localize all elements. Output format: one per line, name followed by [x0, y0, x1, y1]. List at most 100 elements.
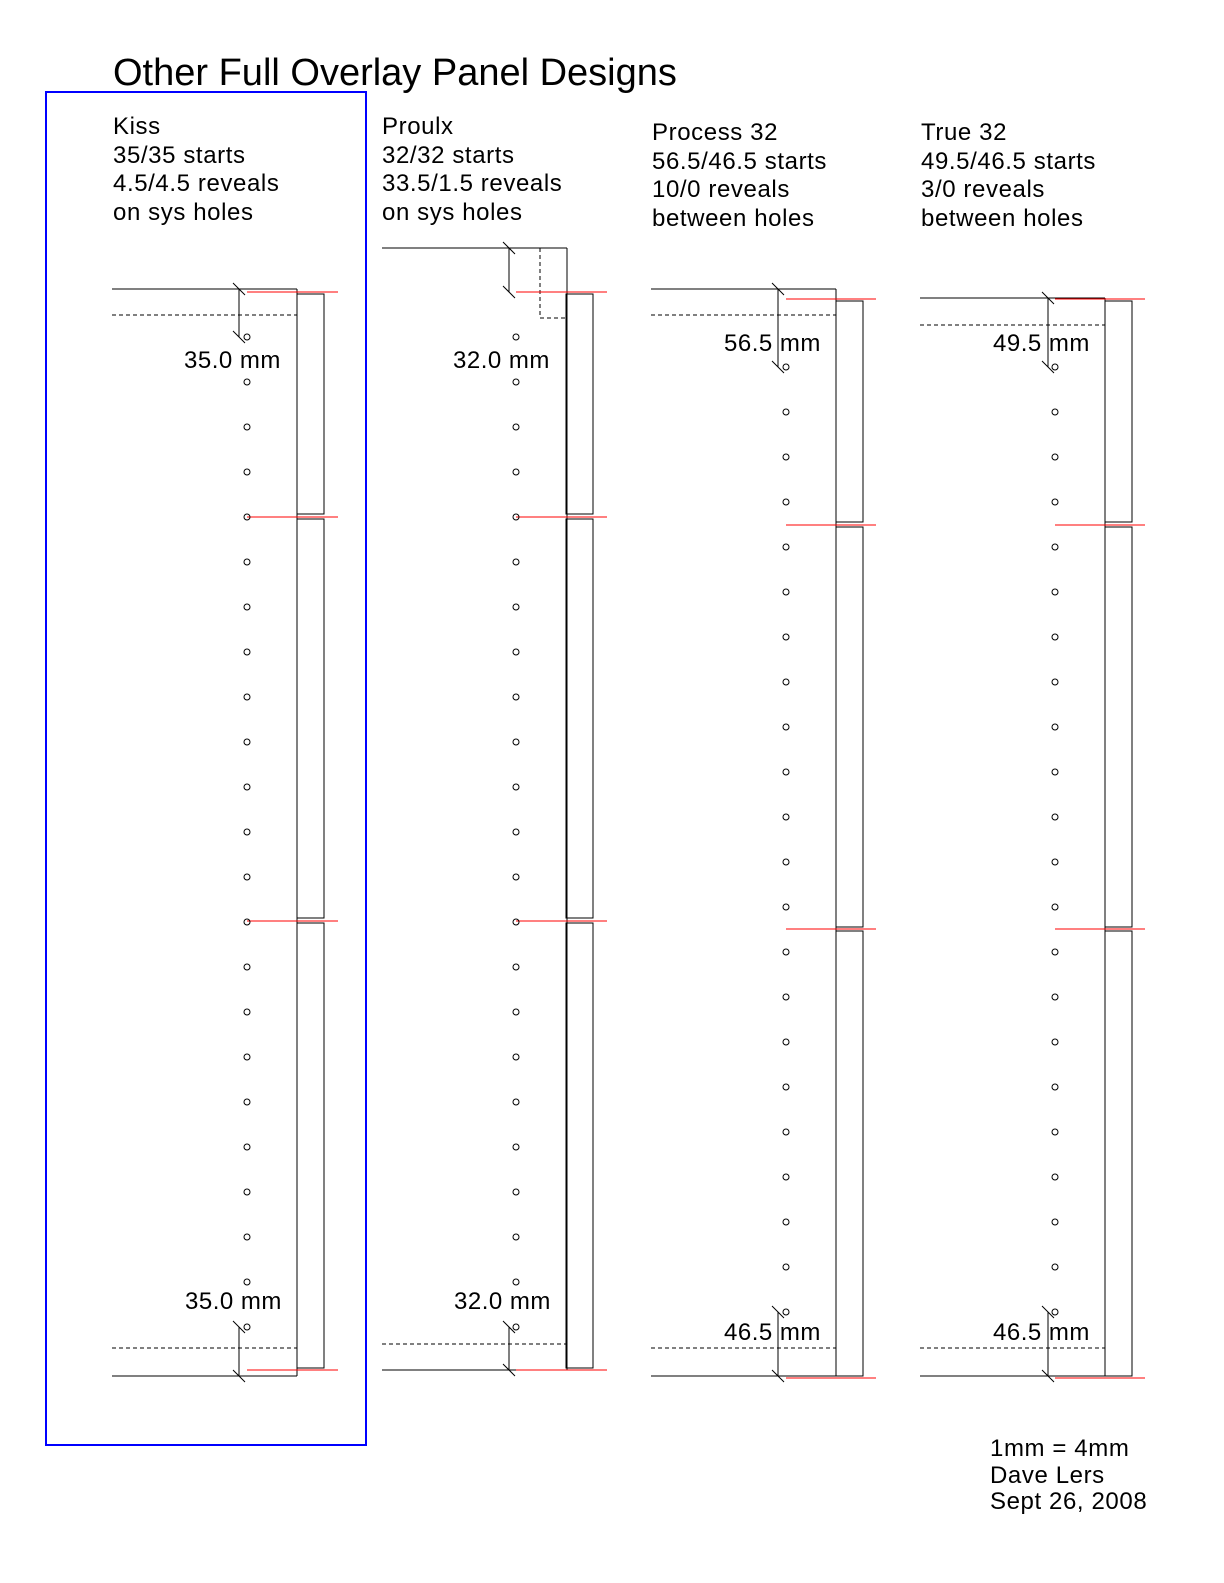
bottom-dimension-label-proulx: 32.0 mm: [454, 1288, 551, 1315]
top-dimension-label-true-32: 49.5 mm: [993, 330, 1090, 357]
design-starts: 56.5/46.5 starts: [652, 147, 828, 175]
system-hole: [512, 648, 520, 656]
design-hole-position: between holes: [921, 204, 1084, 232]
system-hole: [243, 1278, 251, 1286]
system-hole: [243, 1053, 251, 1061]
design-reveals: 4.5/4.5 reveals: [113, 170, 280, 197]
door-panel: [1104, 930, 1133, 1377]
design-header-kiss: Kiss 35/35 starts 4.5/4.5 reveals on sys…: [113, 113, 279, 227]
system-hole: [782, 948, 790, 956]
dimension-tick: [232, 330, 246, 344]
system-hole: [1051, 633, 1059, 641]
system-hole: [1051, 1083, 1059, 1091]
system-hole: [243, 693, 251, 701]
top-dimension-label-proulx: 32.0 mm: [453, 347, 550, 374]
system-hole: [243, 1233, 251, 1241]
design-name: Process 32: [652, 119, 779, 146]
system-hole: [243, 828, 251, 836]
dimension-tick: [1041, 360, 1055, 374]
system-hole: [1051, 1173, 1059, 1181]
system-hole: [243, 1098, 251, 1106]
door-panel: [1104, 300, 1133, 523]
design-header-proulx: Proulx 32/32 starts 33.5/1.5 reveals on …: [382, 113, 562, 227]
design-starts: 35/35 starts: [113, 141, 246, 169]
dimension-tick: [232, 282, 246, 296]
system-hole: [782, 1038, 790, 1046]
system-hole: [1051, 453, 1059, 461]
system-hole: [1051, 408, 1059, 416]
system-hole: [243, 468, 251, 476]
system-hole: [512, 738, 520, 746]
dimension-tick: [1041, 1369, 1055, 1383]
system-hole: [512, 513, 520, 521]
drawing-notes: 1mm = 4mm Dave Lers Sept 26, 2008: [990, 1435, 1148, 1516]
system-hole: [1051, 813, 1059, 821]
system-hole: [243, 648, 251, 656]
system-hole: [512, 1233, 520, 1241]
system-hole: [243, 423, 251, 431]
design-hole-position: between holes: [652, 204, 815, 232]
system-hole: [512, 1323, 520, 1331]
system-hole: [243, 558, 251, 566]
system-hole: [243, 333, 251, 341]
system-hole: [1051, 768, 1059, 776]
date-note: Sept 26, 2008: [990, 1488, 1148, 1515]
system-hole: [1051, 678, 1059, 686]
door-panel: [835, 300, 864, 523]
design-starts: 49.5/46.5 starts: [921, 147, 1097, 175]
selection-box-kiss[interactable]: [45, 91, 367, 1446]
system-hole: [782, 1173, 790, 1181]
system-hole: [512, 468, 520, 476]
design-hole-position: on sys holes: [382, 198, 523, 226]
door-panel: [296, 922, 325, 1369]
system-hole: [782, 1218, 790, 1226]
system-hole: [512, 1053, 520, 1061]
system-hole: [243, 1188, 251, 1196]
system-hole: [1051, 1218, 1059, 1226]
system-hole: [243, 513, 251, 521]
system-hole: [1051, 1263, 1059, 1271]
dimension-tick: [502, 1363, 516, 1377]
system-hole: [782, 723, 790, 731]
system-hole: [512, 963, 520, 971]
dimension-tick: [771, 360, 785, 374]
system-hole: [1051, 1128, 1059, 1136]
door-panel: [835, 930, 864, 1377]
system-hole: [1051, 858, 1059, 866]
system-hole: [782, 588, 790, 596]
system-hole: [782, 858, 790, 866]
system-hole: [243, 603, 251, 611]
system-hole: [512, 1098, 520, 1106]
system-hole: [243, 1008, 251, 1016]
system-hole: [512, 1143, 520, 1151]
scale-note: 1mm = 4mm: [990, 1435, 1130, 1462]
system-hole: [1051, 543, 1059, 551]
system-hole: [782, 678, 790, 686]
system-hole: [782, 1263, 790, 1271]
system-hole: [512, 603, 520, 611]
system-hole: [1051, 363, 1059, 371]
door-panel: [1104, 526, 1133, 928]
dimension-tick: [771, 282, 785, 296]
bottom-dimension-label-kiss: 35.0 mm: [185, 1288, 282, 1315]
system-hole: [782, 1083, 790, 1091]
system-hole: [1051, 1038, 1059, 1046]
page-title: Other Full Overlay Panel Designs: [113, 52, 677, 94]
system-hole: [512, 333, 520, 341]
system-hole: [243, 378, 251, 386]
system-hole: [512, 918, 520, 926]
system-hole: [782, 498, 790, 506]
system-hole: [1051, 498, 1059, 506]
system-hole: [512, 423, 520, 431]
top-dimension-label-kiss: 35.0 mm: [184, 347, 281, 374]
system-hole: [782, 1308, 790, 1316]
system-hole: [512, 783, 520, 791]
door-panel: [835, 526, 864, 928]
system-hole: [782, 903, 790, 911]
system-hole: [512, 828, 520, 836]
dimension-tick: [232, 1320, 246, 1334]
bottom-dimension-label-true-32: 46.5 mm: [993, 1319, 1090, 1346]
system-hole: [782, 408, 790, 416]
system-hole: [243, 1143, 251, 1151]
